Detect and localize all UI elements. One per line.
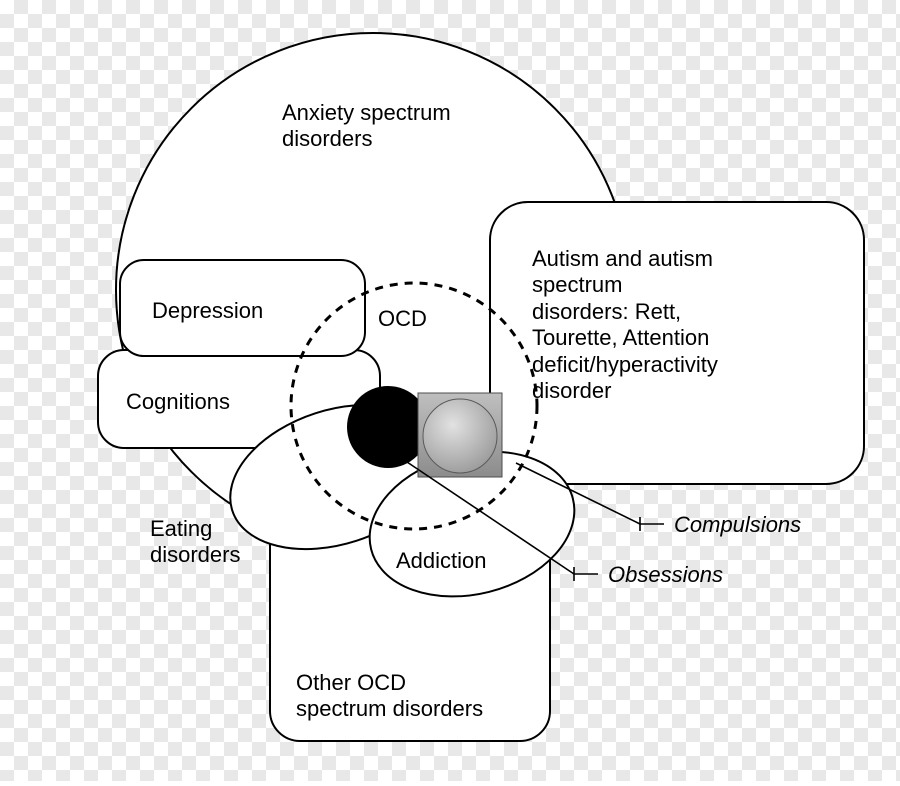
other-ocd-label: Other OCD spectrum disorders <box>296 670 483 723</box>
compulsions-inner-circle <box>423 399 497 473</box>
compulsions-label: Compulsions <box>674 512 801 538</box>
obsessions-circle <box>347 386 429 468</box>
eating-label: Eating disorders <box>150 516 240 569</box>
addiction-label: Addiction <box>396 548 487 574</box>
autism-label: Autism and autism spectrum disorders: Re… <box>532 246 718 404</box>
diagram-stage: Anxiety spectrum disorders Depression OC… <box>0 0 900 781</box>
ocd-label: OCD <box>378 306 427 332</box>
cognitions-label: Cognitions <box>126 389 230 415</box>
depression-label: Depression <box>152 298 263 324</box>
anxiety-label: Anxiety spectrum disorders <box>282 100 451 153</box>
obsessions-label: Obsessions <box>608 562 723 588</box>
